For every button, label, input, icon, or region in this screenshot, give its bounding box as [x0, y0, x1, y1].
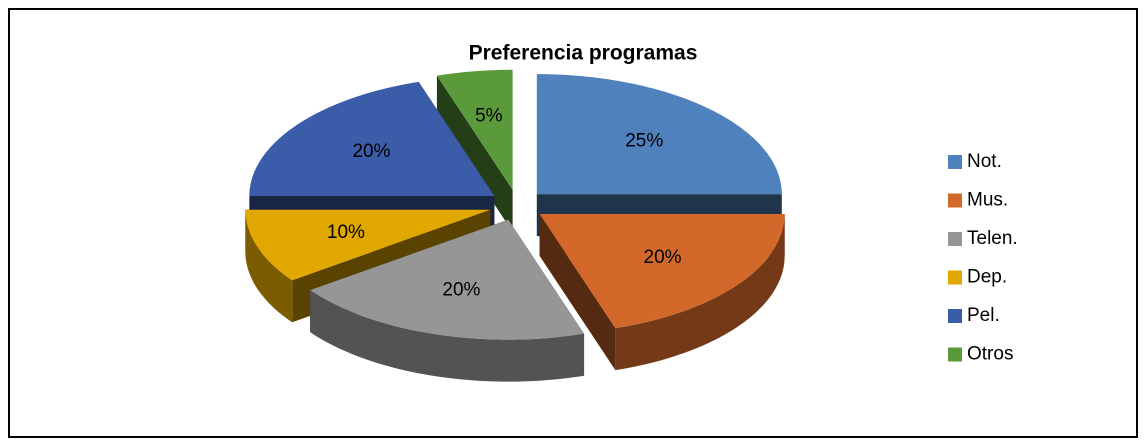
legend-swatch	[948, 155, 962, 169]
legend-swatch	[948, 347, 962, 362]
slice	[536, 74, 782, 195]
slice-side	[245, 209, 293, 323]
slice	[539, 214, 785, 329]
slice-side	[615, 214, 785, 371]
data-label: 25%	[625, 131, 663, 152]
legend-label: Mus.	[967, 190, 1008, 211]
chart-title: Preferencia programas	[469, 42, 698, 65]
slice	[436, 69, 513, 190]
slice: 20%	[539, 214, 785, 371]
slice-side	[436, 75, 513, 232]
slice	[245, 209, 491, 281]
legend-label: Not.	[967, 151, 1002, 172]
slice	[310, 219, 585, 340]
slice	[249, 81, 495, 196]
legend-label: Dep.	[967, 267, 1007, 288]
legend-label: Pel.	[967, 305, 1000, 326]
legend-swatch	[948, 232, 962, 246]
data-label: 5%	[475, 105, 503, 126]
legend-label: Telen.	[967, 228, 1018, 249]
slice: 5%	[436, 69, 513, 232]
data-label: 10%	[327, 222, 365, 243]
slice: 20%	[310, 219, 585, 382]
legend-swatch	[948, 193, 962, 208]
slice-side	[539, 214, 616, 371]
data-label: 20%	[442, 279, 480, 300]
data-label: 20%	[352, 141, 390, 162]
legend-label: Otros	[967, 344, 1013, 365]
legend-swatch	[948, 270, 962, 285]
data-label: 20%	[644, 247, 682, 268]
slice-side	[310, 290, 585, 382]
legend-swatch	[948, 309, 962, 323]
